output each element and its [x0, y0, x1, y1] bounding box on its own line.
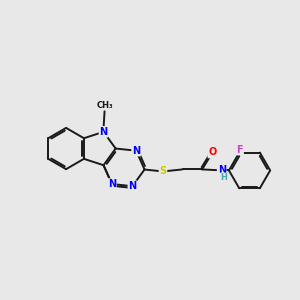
Text: H: H [220, 173, 226, 182]
Text: N: N [132, 146, 140, 156]
Text: O: O [208, 148, 217, 158]
Text: N: N [218, 165, 226, 176]
Text: CH₃: CH₃ [96, 101, 113, 110]
Text: N: N [128, 181, 136, 191]
Text: F: F [236, 145, 243, 154]
Text: N: N [100, 127, 108, 137]
Text: S: S [159, 167, 167, 176]
Text: N: N [108, 179, 116, 189]
